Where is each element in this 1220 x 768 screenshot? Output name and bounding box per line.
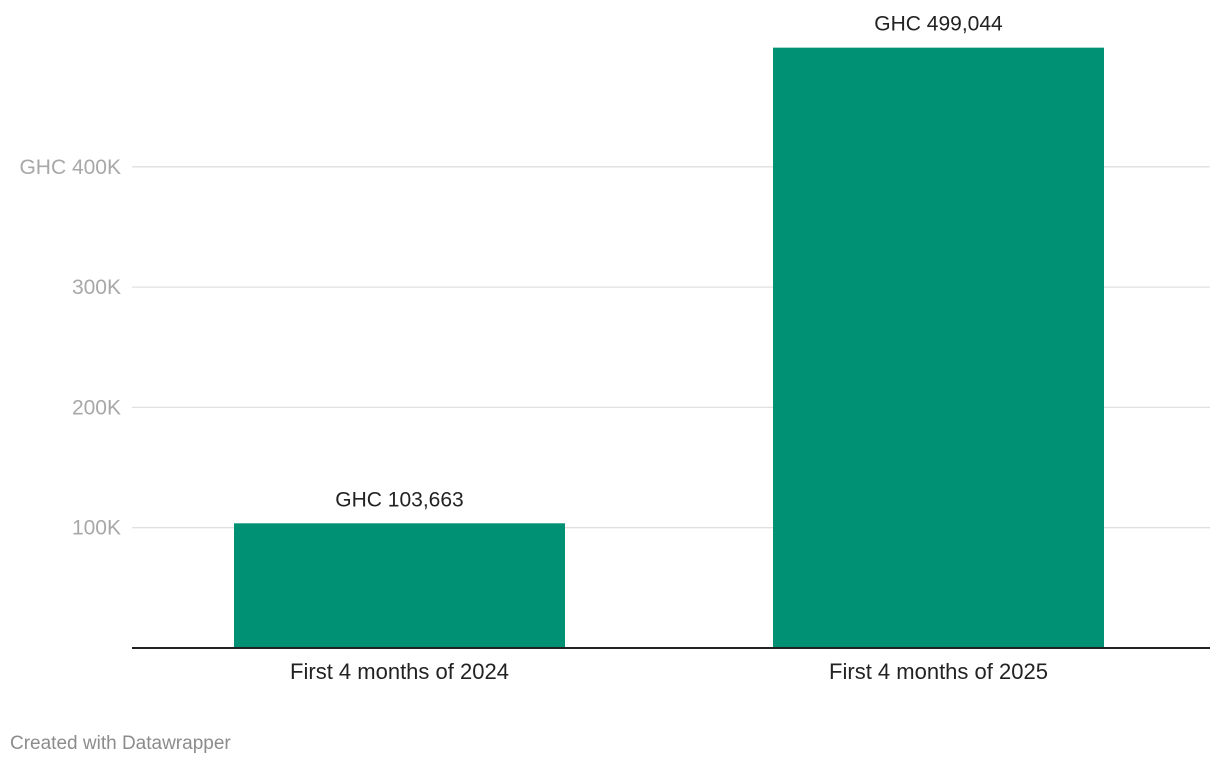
y-tick-label: GHC 400K — [19, 156, 121, 179]
x-category-label: First 4 months of 2025 — [829, 659, 1048, 684]
bars — [234, 47, 1104, 648]
bar — [234, 523, 565, 648]
y-tick-label: 200K — [72, 396, 121, 419]
datawrapper-credit: Created with Datawrapper — [10, 733, 231, 754]
bar-value-label: GHC 499,044 — [874, 13, 1003, 36]
y-tick-label: 100K — [72, 517, 121, 540]
bar-value-labels: GHC 103,663 GHC 499,044 — [335, 13, 1003, 512]
bar — [773, 47, 1104, 648]
y-tick-label: 300K — [72, 276, 121, 299]
x-category-label: First 4 months of 2024 — [290, 659, 509, 684]
x-axis-category-labels: First 4 months of 2024 First 4 months of … — [290, 659, 1048, 684]
y-axis-tick-labels: 100K 200K 300K GHC 400K — [19, 156, 121, 540]
bar-value-label: GHC 103,663 — [335, 488, 463, 511]
